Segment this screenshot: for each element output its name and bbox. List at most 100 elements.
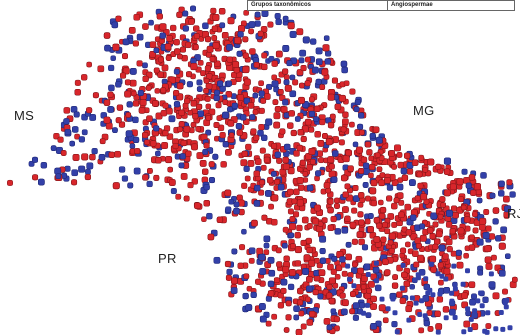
occurrence-point-red [300, 65, 307, 72]
occurrence-point-blue [146, 180, 153, 188]
occurrence-point-blue [498, 269, 506, 277]
occurrence-point-red [351, 207, 358, 214]
occurrence-point-blue [363, 263, 371, 271]
occurrence-point-red [326, 292, 333, 299]
occurrence-point-red [258, 124, 265, 131]
occurrence-point-red [349, 121, 355, 128]
occurrence-point-blue [268, 55, 275, 62]
occurrence-point-blue [353, 106, 360, 113]
occurrence-point-red [259, 179, 265, 186]
occurrence-point-red [329, 113, 336, 120]
occurrence-point-red [339, 94, 346, 102]
occurrence-point-red [243, 10, 249, 16]
occurrence-point-red [105, 122, 113, 130]
occurrence-point-red [7, 179, 13, 186]
occurrence-point-red [253, 134, 260, 141]
occurrence-point-red [388, 247, 395, 254]
occurrence-point-red [160, 109, 168, 117]
occurrence-point-red [224, 189, 232, 197]
occurrence-point-red [485, 262, 493, 270]
occurrence-point-red [282, 156, 289, 164]
occurrence-point-red [289, 216, 296, 222]
occurrence-point-red [305, 296, 311, 303]
occurrence-point-blue [282, 242, 288, 249]
occurrence-point-blue [203, 184, 210, 191]
occurrence-point-red [242, 36, 249, 43]
occurrence-point-red [114, 150, 121, 158]
occurrence-point-red [434, 238, 441, 245]
occurrence-point-red [327, 93, 335, 101]
occurrence-point-red [339, 292, 346, 299]
occurrence-point-red [270, 143, 278, 150]
occurrence-point-red [358, 226, 365, 233]
occurrence-point-blue [498, 310, 504, 315]
occurrence-point-blue [472, 308, 478, 314]
occurrence-point-red [492, 292, 500, 300]
occurrence-point-red [167, 166, 173, 173]
occurrence-point-red [468, 281, 476, 289]
occurrence-point-blue [259, 268, 267, 275]
occurrence-point-blue [217, 80, 224, 87]
occurrence-point-red [227, 17, 235, 25]
occurrence-point-red [378, 304, 386, 312]
occurrence-point-red [388, 232, 396, 240]
occurrence-point-red [139, 99, 147, 106]
occurrence-point-red [322, 133, 328, 139]
occurrence-point-red [185, 150, 192, 157]
occurrence-point-red [320, 188, 327, 195]
occurrence-point-red [306, 223, 313, 229]
occurrence-point-red [349, 308, 355, 315]
occurrence-point-blue [488, 271, 494, 277]
occurrence-point-red [374, 152, 381, 158]
occurrence-point-red [405, 241, 411, 248]
occurrence-point-red [166, 35, 173, 42]
occurrence-point-blue [153, 125, 160, 132]
occurrence-point-blue [186, 81, 193, 88]
occurrence-point-red [116, 104, 124, 111]
occurrence-point-red [382, 258, 389, 266]
occurrence-point-red [120, 72, 127, 79]
occurrence-point-red [442, 253, 449, 260]
occurrence-point-blue [231, 102, 238, 109]
occurrence-point-red [333, 316, 340, 323]
occurrence-point-red [242, 66, 250, 74]
occurrence-point-red [183, 125, 191, 133]
occurrence-point-red [260, 26, 268, 33]
occurrence-point-red [473, 183, 481, 191]
occurrence-point-red [345, 149, 352, 157]
occurrence-point-blue [250, 291, 257, 298]
occurrence-point-red [212, 42, 220, 50]
occurrence-point-red [368, 172, 374, 179]
occurrence-point-red [247, 160, 255, 167]
occurrence-point-blue [319, 248, 326, 255]
occurrence-point-red [177, 53, 183, 60]
occurrence-point-red [418, 154, 425, 161]
occurrence-point-red [263, 156, 271, 164]
occurrence-point-blue [73, 111, 80, 118]
occurrence-point-red [180, 139, 187, 147]
occurrence-point-red [297, 299, 304, 306]
occurrence-point-blue [133, 136, 140, 143]
occurrence-point-red [271, 60, 278, 67]
occurrence-point-blue [315, 170, 322, 177]
occurrence-point-red [432, 221, 439, 228]
occurrence-point-red [387, 239, 394, 246]
occurrence-point-red [250, 128, 257, 135]
occurrence-point-red [342, 118, 349, 126]
occurrence-point-red [325, 187, 332, 194]
occurrence-point-red [282, 163, 290, 171]
occurrence-point-red [196, 103, 202, 110]
occurrence-point-blue [361, 244, 369, 251]
occurrence-point-red [292, 79, 299, 86]
occurrence-point-red [276, 157, 283, 164]
occurrence-point-blue [353, 195, 360, 202]
occurrence-point-red [241, 150, 248, 157]
occurrence-point-red [170, 24, 177, 32]
occurrence-point-red [205, 115, 212, 121]
occurrence-point-red [461, 301, 468, 309]
occurrence-point-blue [465, 182, 472, 189]
occurrence-point-red [391, 164, 397, 170]
occurrence-point-red [369, 187, 377, 195]
occurrence-point-blue [265, 118, 273, 126]
occurrence-point-red [312, 217, 319, 225]
